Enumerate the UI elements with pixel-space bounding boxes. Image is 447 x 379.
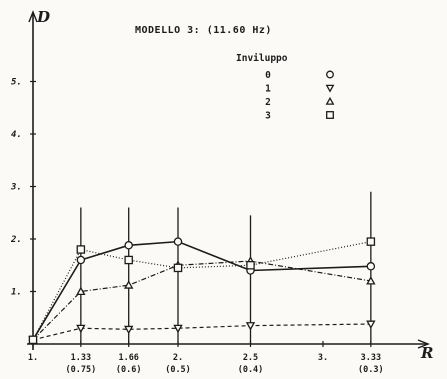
chart-title: MODELLO 3: (11.60 Hz) (135, 25, 272, 36)
legend-entry-label: 3 (265, 111, 271, 122)
x-tick-label: 2. (173, 353, 183, 363)
y-tick-label: 3. (10, 183, 22, 193)
legend-marker (326, 111, 334, 119)
data-point (245, 322, 256, 331)
data-point (366, 237, 376, 246)
x-tick-sublabel: (0.4) (238, 365, 264, 375)
y-axis-label: D (36, 8, 50, 26)
x-axis-arrow (417, 339, 430, 349)
y-axis-arrow (28, 10, 38, 23)
data-point (76, 245, 86, 254)
data-point (173, 324, 183, 334)
series-line (32, 240, 371, 341)
legend: Inviluppo 0 1 2 3 (236, 53, 335, 122)
series-3 (28, 237, 376, 345)
data-point (76, 286, 86, 296)
data-point (173, 237, 183, 246)
data-point (246, 260, 255, 270)
legend-entry-label: 2 (265, 97, 271, 108)
data-point (123, 280, 134, 289)
series-group (28, 237, 376, 345)
x-tick-label: 3. (318, 353, 328, 363)
data-point (28, 335, 38, 345)
data-point (366, 262, 376, 271)
x-axis-label: R (420, 344, 433, 362)
x-tick-label: 1. (28, 353, 38, 363)
legend-title: Inviluppo (236, 53, 288, 64)
series-line (32, 241, 371, 341)
data-point (123, 325, 134, 335)
data-point (76, 255, 86, 265)
data-point (124, 255, 133, 265)
legend-entry-label: 0 (265, 70, 271, 81)
data-point (366, 276, 376, 285)
x-tick-label: 1.66 (118, 353, 138, 363)
y-tick-label: 1. (11, 288, 22, 298)
data-point (366, 320, 376, 329)
legend-marker (326, 70, 334, 79)
x-tick-label: 2.5 (243, 353, 258, 363)
series-line (32, 260, 371, 341)
legend-marker (325, 96, 335, 105)
y-tick-label: 5. (11, 78, 22, 88)
legend-entry-label: 1 (265, 84, 271, 95)
data-point (76, 324, 86, 334)
x-tick-label: 3.33 (361, 353, 381, 363)
x-tick-sublabel: (0.3) (358, 365, 384, 375)
x-tick-sublabel: (0.75) (65, 365, 96, 375)
x-tick-sublabel: (0.6) (116, 365, 142, 375)
y-tick-label: 4. (11, 130, 22, 140)
axes (27, 10, 430, 350)
x-tick-label: 1.33 (71, 353, 91, 363)
data-point (124, 241, 133, 250)
tick-labels: 1. 2. 3. 4. 5. 1. 1.33 (0.75) 1.66 (0.6) 2. (0.5) 2.… (10, 78, 384, 376)
y-tick-label: 2. (10, 235, 22, 245)
legend-marker (325, 84, 335, 93)
x-tick-sublabel: (0.5) (165, 365, 191, 375)
series-line (32, 323, 371, 341)
data-point (173, 263, 183, 273)
